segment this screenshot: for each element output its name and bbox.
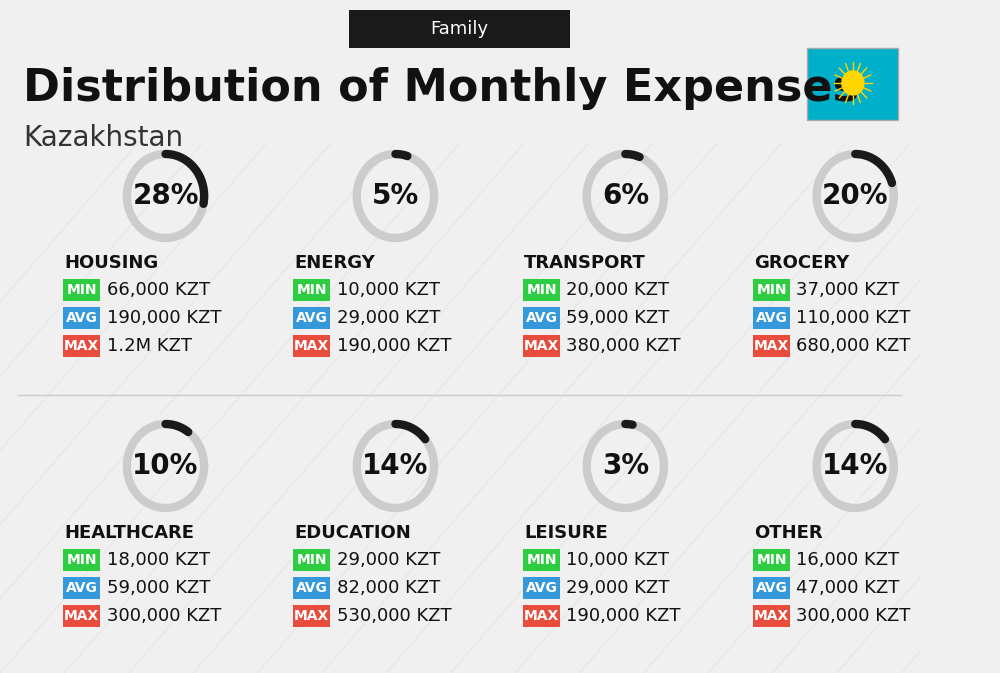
FancyBboxPatch shape: [753, 577, 790, 599]
Text: 14%: 14%: [822, 452, 888, 480]
Text: Family: Family: [431, 20, 489, 38]
Text: MAX: MAX: [754, 339, 789, 353]
Text: 680,000 KZT: 680,000 KZT: [796, 337, 911, 355]
Text: OTHER: OTHER: [754, 524, 823, 542]
FancyBboxPatch shape: [753, 307, 790, 329]
FancyBboxPatch shape: [63, 605, 100, 627]
FancyBboxPatch shape: [523, 577, 560, 599]
Circle shape: [842, 71, 864, 95]
Text: LEISURE: LEISURE: [524, 524, 608, 542]
Text: MIN: MIN: [67, 553, 97, 567]
FancyBboxPatch shape: [63, 577, 100, 599]
Text: 20%: 20%: [822, 182, 889, 210]
Text: AVG: AVG: [526, 581, 558, 595]
Text: MIN: MIN: [756, 553, 787, 567]
Text: 14%: 14%: [362, 452, 429, 480]
FancyBboxPatch shape: [293, 335, 330, 357]
FancyBboxPatch shape: [293, 279, 330, 301]
Text: 29,000 KZT: 29,000 KZT: [337, 551, 440, 569]
Text: 16,000 KZT: 16,000 KZT: [796, 551, 900, 569]
Text: 380,000 KZT: 380,000 KZT: [566, 337, 681, 355]
FancyBboxPatch shape: [293, 307, 330, 329]
FancyBboxPatch shape: [523, 279, 560, 301]
Text: 530,000 KZT: 530,000 KZT: [337, 607, 451, 625]
Text: 1.2M KZT: 1.2M KZT: [107, 337, 192, 355]
Text: MAX: MAX: [294, 339, 329, 353]
Text: 6%: 6%: [602, 182, 649, 210]
FancyBboxPatch shape: [753, 335, 790, 357]
Text: 190,000 KZT: 190,000 KZT: [337, 337, 451, 355]
Text: 300,000 KZT: 300,000 KZT: [107, 607, 221, 625]
Text: MAX: MAX: [524, 339, 559, 353]
Text: AVG: AVG: [296, 581, 328, 595]
Text: TRANSPORT: TRANSPORT: [524, 254, 646, 272]
Text: Distribution of Monthly Expenses: Distribution of Monthly Expenses: [23, 67, 859, 110]
Text: 190,000 KZT: 190,000 KZT: [107, 309, 221, 327]
Text: MAX: MAX: [64, 339, 99, 353]
Text: 10,000 KZT: 10,000 KZT: [337, 281, 440, 299]
FancyBboxPatch shape: [523, 549, 560, 571]
Text: MIN: MIN: [526, 553, 557, 567]
Text: MAX: MAX: [524, 609, 559, 623]
Text: AVG: AVG: [296, 311, 328, 325]
Text: 29,000 KZT: 29,000 KZT: [566, 579, 670, 597]
Text: MAX: MAX: [754, 609, 789, 623]
Text: 110,000 KZT: 110,000 KZT: [796, 309, 911, 327]
Text: 47,000 KZT: 47,000 KZT: [796, 579, 900, 597]
Text: AVG: AVG: [66, 311, 98, 325]
Text: 28%: 28%: [132, 182, 199, 210]
Text: 66,000 KZT: 66,000 KZT: [107, 281, 210, 299]
Text: MIN: MIN: [67, 283, 97, 297]
FancyBboxPatch shape: [523, 307, 560, 329]
Text: HEALTHCARE: HEALTHCARE: [64, 524, 194, 542]
Text: 20,000 KZT: 20,000 KZT: [566, 281, 670, 299]
FancyBboxPatch shape: [293, 605, 330, 627]
Text: MAX: MAX: [294, 609, 329, 623]
Text: HOUSING: HOUSING: [64, 254, 159, 272]
Text: MIN: MIN: [756, 283, 787, 297]
Text: ENERGY: ENERGY: [294, 254, 375, 272]
FancyBboxPatch shape: [807, 48, 898, 120]
Text: 300,000 KZT: 300,000 KZT: [796, 607, 911, 625]
Text: 5%: 5%: [372, 182, 419, 210]
Text: Kazakhstan: Kazakhstan: [23, 124, 183, 152]
Text: 18,000 KZT: 18,000 KZT: [107, 551, 210, 569]
FancyBboxPatch shape: [293, 549, 330, 571]
FancyBboxPatch shape: [523, 335, 560, 357]
Text: AVG: AVG: [66, 581, 98, 595]
FancyBboxPatch shape: [523, 605, 560, 627]
FancyBboxPatch shape: [349, 10, 570, 48]
Text: AVG: AVG: [756, 581, 788, 595]
Text: AVG: AVG: [526, 311, 558, 325]
Text: MIN: MIN: [297, 553, 327, 567]
FancyBboxPatch shape: [293, 577, 330, 599]
FancyBboxPatch shape: [753, 549, 790, 571]
Text: MAX: MAX: [64, 609, 99, 623]
Text: 10%: 10%: [132, 452, 199, 480]
Text: 59,000 KZT: 59,000 KZT: [107, 579, 210, 597]
FancyBboxPatch shape: [753, 279, 790, 301]
FancyBboxPatch shape: [63, 279, 100, 301]
Text: 190,000 KZT: 190,000 KZT: [566, 607, 681, 625]
Text: 3%: 3%: [602, 452, 649, 480]
Text: MIN: MIN: [297, 283, 327, 297]
FancyBboxPatch shape: [63, 335, 100, 357]
Text: 10,000 KZT: 10,000 KZT: [566, 551, 669, 569]
FancyBboxPatch shape: [63, 307, 100, 329]
Text: 29,000 KZT: 29,000 KZT: [337, 309, 440, 327]
Text: AVG: AVG: [756, 311, 788, 325]
FancyBboxPatch shape: [753, 605, 790, 627]
Text: 59,000 KZT: 59,000 KZT: [566, 309, 670, 327]
Text: 37,000 KZT: 37,000 KZT: [796, 281, 900, 299]
Text: EDUCATION: EDUCATION: [294, 524, 411, 542]
Text: GROCERY: GROCERY: [754, 254, 849, 272]
Text: MIN: MIN: [526, 283, 557, 297]
FancyBboxPatch shape: [63, 549, 100, 571]
Text: 82,000 KZT: 82,000 KZT: [337, 579, 440, 597]
